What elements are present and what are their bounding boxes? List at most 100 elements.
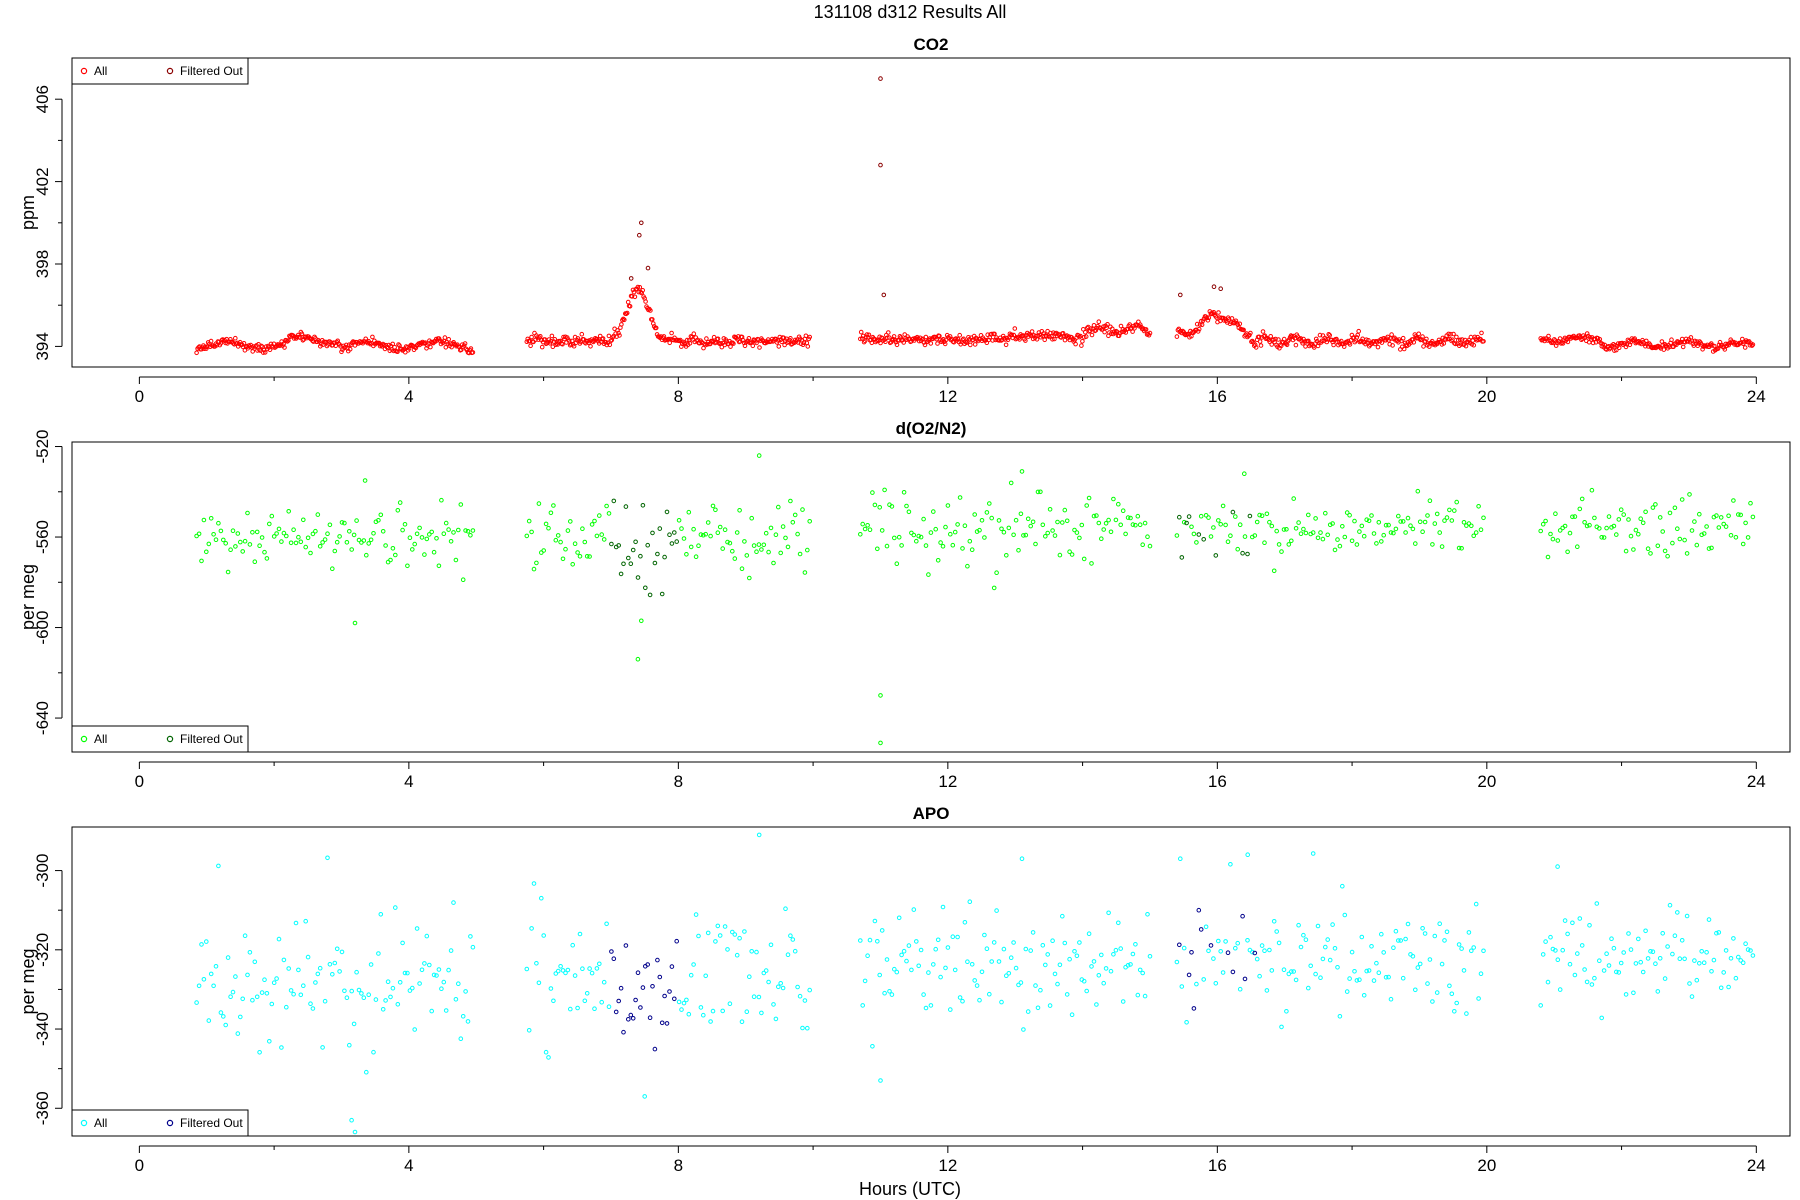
data-point (1135, 992, 1141, 998)
data-point (1636, 531, 1641, 537)
filtered-out-point (655, 551, 660, 557)
data-point (725, 539, 730, 545)
data-point (1653, 502, 1658, 507)
data-point (969, 962, 975, 967)
data-point (1449, 518, 1455, 523)
data-point (807, 334, 813, 340)
data-point (531, 566, 537, 572)
data-point (1216, 938, 1221, 944)
data-point (395, 349, 400, 355)
data-point (992, 331, 997, 337)
data-point (696, 933, 701, 939)
outlier-point (349, 1117, 354, 1123)
data-point (1130, 329, 1135, 334)
outlier-point (878, 740, 883, 746)
data-point (1108, 968, 1114, 974)
series-all-points (194, 453, 1756, 746)
data-point (1726, 513, 1731, 519)
filtered-out-point (1252, 950, 1258, 956)
data-point (1293, 526, 1299, 531)
data-point (916, 533, 922, 539)
data-point (1723, 524, 1729, 529)
data-point (1665, 944, 1670, 949)
data-point (679, 1007, 684, 1012)
data-point (563, 970, 568, 976)
data-point (1289, 538, 1294, 544)
data-point (1376, 520, 1382, 525)
data-point (802, 570, 808, 575)
data-point (310, 338, 315, 344)
data-point (756, 994, 762, 1000)
data-point (1142, 993, 1148, 999)
data-point (327, 522, 333, 528)
data-point (1371, 978, 1377, 983)
data-point (807, 519, 813, 524)
data-point (1592, 975, 1597, 981)
data-point (684, 997, 689, 1003)
data-point (218, 528, 224, 534)
data-point (1618, 960, 1624, 966)
legend-marker (166, 735, 174, 743)
data-point (710, 1008, 716, 1014)
y-tick-label: 402 (33, 167, 52, 195)
data-point (1623, 344, 1629, 350)
data-point (1650, 505, 1656, 510)
data-point (979, 969, 985, 975)
data-point (926, 970, 931, 975)
data-point (286, 509, 292, 514)
data-point (204, 939, 209, 944)
data-point (397, 500, 403, 505)
data-point (942, 341, 948, 347)
data-point (1062, 507, 1068, 513)
legend-marker (80, 735, 88, 743)
data-point (778, 981, 784, 986)
data-point (698, 1005, 704, 1010)
data-point (882, 990, 887, 996)
data-point (705, 342, 710, 347)
data-point (1366, 518, 1372, 524)
data-point (1099, 952, 1104, 958)
data-point (1354, 335, 1360, 340)
data-point (923, 1005, 929, 1011)
data-point (216, 520, 221, 526)
data-point (1079, 343, 1084, 348)
data-point (470, 944, 476, 950)
data-point (1006, 971, 1012, 976)
data-point (1400, 975, 1406, 981)
x-tick-label: 16 (1208, 1156, 1227, 1175)
data-point (1401, 346, 1407, 352)
data-point (1393, 928, 1399, 934)
data-point (1311, 345, 1317, 350)
data-point (1050, 528, 1055, 533)
data-point (1286, 542, 1292, 547)
data-point (267, 1039, 272, 1044)
legend-box (71, 57, 249, 85)
data-point (1125, 963, 1131, 968)
outlier-point (1218, 286, 1223, 292)
data-point (1320, 956, 1326, 962)
data-point (1349, 949, 1355, 955)
data-point (1743, 520, 1748, 526)
data-point (1461, 520, 1467, 525)
data-point (1352, 518, 1357, 524)
data-point (1417, 961, 1423, 967)
data-point (284, 1004, 289, 1010)
data-point (604, 342, 610, 348)
data-point (1432, 933, 1438, 939)
data-point (1138, 322, 1143, 328)
data-point (1572, 972, 1578, 978)
data-point (288, 988, 294, 993)
data-point (858, 938, 863, 943)
data-point (918, 947, 924, 953)
data-point (597, 513, 602, 518)
data-point (1421, 344, 1426, 349)
filtered-out-point (1179, 555, 1185, 560)
data-point (1284, 1009, 1289, 1014)
data-point (865, 523, 870, 528)
data-point (238, 539, 243, 545)
data-point (1279, 549, 1284, 554)
data-point (1408, 523, 1413, 529)
data-point (1592, 515, 1597, 521)
data-point (594, 533, 600, 539)
data-point (468, 934, 473, 939)
